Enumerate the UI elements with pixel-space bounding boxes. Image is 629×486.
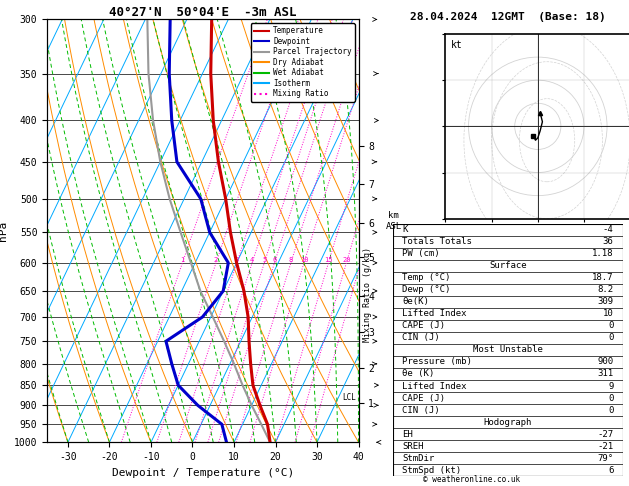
Text: 4: 4 <box>250 257 254 263</box>
Text: Most Unstable: Most Unstable <box>473 346 543 354</box>
Text: CIN (J): CIN (J) <box>403 406 440 415</box>
Text: 36: 36 <box>603 237 613 246</box>
Text: K: K <box>403 225 408 234</box>
Text: EH: EH <box>403 430 413 439</box>
Text: 311: 311 <box>598 369 613 379</box>
Text: 0: 0 <box>608 321 613 330</box>
Text: 0: 0 <box>608 394 613 402</box>
Text: 9: 9 <box>608 382 613 391</box>
Legend: Temperature, Dewpoint, Parcel Trajectory, Dry Adiabat, Wet Adiabat, Isotherm, Mi: Temperature, Dewpoint, Parcel Trajectory… <box>251 23 355 102</box>
Text: StmDir: StmDir <box>403 454 435 463</box>
Text: Totals Totals: Totals Totals <box>403 237 472 246</box>
Text: 20: 20 <box>342 257 350 263</box>
Text: -21: -21 <box>598 442 613 451</box>
Text: Surface: Surface <box>489 261 526 270</box>
Text: Pressure (mb): Pressure (mb) <box>403 358 472 366</box>
Text: Temp (°C): Temp (°C) <box>403 273 451 282</box>
Text: StmSpd (kt): StmSpd (kt) <box>403 466 462 475</box>
Text: θe (K): θe (K) <box>403 369 435 379</box>
Text: 6: 6 <box>272 257 277 263</box>
Text: 900: 900 <box>598 358 613 366</box>
Text: Mixing Ratio (g/kg): Mixing Ratio (g/kg) <box>364 247 372 342</box>
Text: 28.04.2024  12GMT  (Base: 18): 28.04.2024 12GMT (Base: 18) <box>410 12 606 22</box>
Text: 0: 0 <box>608 406 613 415</box>
Text: 6: 6 <box>608 466 613 475</box>
Text: 8.2: 8.2 <box>598 285 613 294</box>
Y-axis label: hPa: hPa <box>0 221 8 241</box>
Text: kt: kt <box>451 39 463 50</box>
Text: 18.7: 18.7 <box>592 273 613 282</box>
Text: 10: 10 <box>603 309 613 318</box>
Text: -27: -27 <box>598 430 613 439</box>
Text: 8: 8 <box>289 257 293 263</box>
Text: Lifted Index: Lifted Index <box>403 309 467 318</box>
Text: 15: 15 <box>324 257 333 263</box>
Text: -4: -4 <box>603 225 613 234</box>
Text: 40°27'N  50°04'E  -3m ASL: 40°27'N 50°04'E -3m ASL <box>109 6 297 19</box>
Text: PW (cm): PW (cm) <box>403 249 440 258</box>
Text: 309: 309 <box>598 297 613 306</box>
Text: 1.18: 1.18 <box>592 249 613 258</box>
Text: CAPE (J): CAPE (J) <box>403 321 445 330</box>
Text: Dewp (°C): Dewp (°C) <box>403 285 451 294</box>
Text: 10: 10 <box>299 257 308 263</box>
Text: 2: 2 <box>214 257 218 263</box>
Text: © weatheronline.co.uk: © weatheronline.co.uk <box>423 474 520 484</box>
Text: 1: 1 <box>181 257 184 263</box>
Text: 3: 3 <box>235 257 239 263</box>
Text: θe(K): θe(K) <box>403 297 429 306</box>
Text: Lifted Index: Lifted Index <box>403 382 467 391</box>
Y-axis label: km
ASL: km ASL <box>386 211 402 231</box>
Text: Hodograph: Hodograph <box>484 417 532 427</box>
Text: CIN (J): CIN (J) <box>403 333 440 342</box>
Text: CAPE (J): CAPE (J) <box>403 394 445 402</box>
Text: SREH: SREH <box>403 442 424 451</box>
X-axis label: Dewpoint / Temperature (°C): Dewpoint / Temperature (°C) <box>112 468 294 478</box>
Text: 5: 5 <box>262 257 267 263</box>
Text: 0: 0 <box>608 333 613 342</box>
Text: 79°: 79° <box>598 454 613 463</box>
Text: LCL: LCL <box>343 393 357 402</box>
